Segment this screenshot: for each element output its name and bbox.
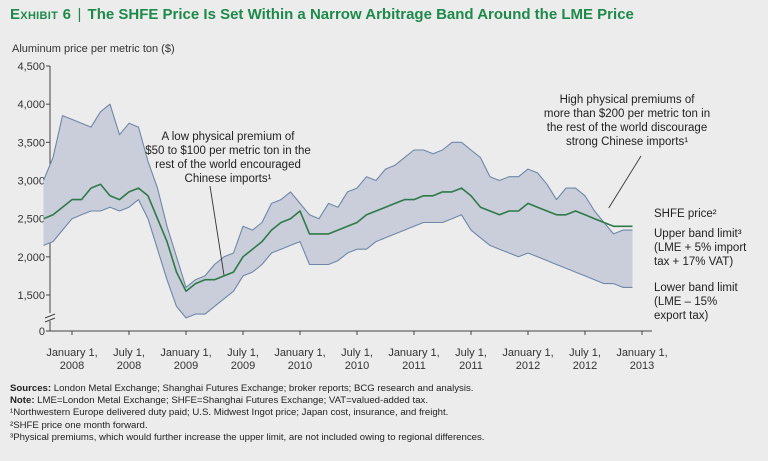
y-tick-label: 2,500 — [17, 214, 45, 226]
x-tick-year: 2010 — [288, 360, 312, 372]
x-tick-label: January 1, — [160, 347, 211, 359]
x-tick-year: 2010 — [345, 360, 369, 372]
annotation-low-premium-line: rest of the world encouraged — [155, 159, 301, 171]
x-tick-label: January 1, — [46, 347, 97, 359]
annotation-high-premium: High physical premiums of more than $200 … — [544, 94, 710, 148]
price-chart: Aluminum price per metric ton ($) 0 1,500… — [12, 43, 747, 372]
footnote-2: ²SHFE price one month forward. — [10, 419, 148, 431]
legend-shfe-price-line: SHFE price² — [654, 208, 717, 220]
title-separator: | — [77, 6, 82, 23]
annotation-low-premium-line: Chinese imports¹ — [185, 173, 272, 185]
annotation-low-premium-line: A low physical premium of — [162, 131, 296, 143]
x-tick-year: 2011 — [402, 360, 426, 372]
x-tick-label: January 1, — [274, 347, 325, 359]
legend-lower-band-line: Lower band limit — [654, 282, 739, 294]
y-axis-label: Aluminum price per metric ton ($) — [12, 43, 175, 55]
legend-upper-band-line: tax + 17% VAT) — [654, 256, 733, 268]
upper-band-line — [42, 103, 633, 288]
legend-shfe-price: SHFE price² — [654, 208, 717, 220]
x-tick-year: 2012 — [573, 360, 597, 372]
footnote-1: ¹Northwestern Europe delivered duty paid… — [10, 407, 449, 419]
x-tick-year: 2008 — [60, 360, 84, 372]
legend-lower-band-line: export tax) — [654, 310, 708, 322]
arbitrage-band — [43, 104, 633, 318]
x-tick-label: July 1, — [455, 347, 487, 359]
x-tick-label: January 1, — [388, 347, 439, 359]
leader-low-premium — [209, 185, 225, 276]
leader-high-premium — [608, 155, 642, 209]
y-tick-label: 4,500 — [17, 61, 45, 73]
exhibit-title: Exhibit 6 | The SHFE Price Is Set Within… — [10, 6, 634, 23]
footnote-3: ³Physical premiums, which would further … — [10, 431, 485, 443]
x-tick-year: 2011 — [459, 360, 483, 372]
y-tick-label: 4,000 — [17, 99, 45, 111]
x-tick-year: 2012 — [516, 360, 540, 372]
lower-band-line — [43, 199, 633, 319]
x-tick-label: July 1, — [227, 347, 259, 359]
annotation-leaders — [209, 155, 642, 276]
y-tick-label: 3,000 — [17, 176, 45, 188]
annotation-high-premium-line: strong Chinese imports¹ — [566, 136, 688, 148]
legend-lower-band-line: (LME – 15% — [654, 296, 717, 308]
title-text: The SHFE Price Is Set Within a Narrow Ar… — [87, 6, 634, 23]
x-tick-label: July 1, — [569, 347, 601, 359]
annotation-high-premium-line: more than $200 per metric ton in — [544, 108, 710, 120]
legend-lower-band: Lower band limit (LME – 15% export tax) — [654, 282, 739, 322]
x-tick-year: 2009 — [174, 360, 198, 372]
annotation-low-premium-line: $50 to $100 per metric ton in the — [145, 145, 311, 157]
y-axis: 0 1,500 2,000 2,500 3,000 3,500 4,000 4,500 — [17, 61, 56, 338]
sources-note: Sources: London Metal Exchange; Shanghai… — [10, 383, 474, 394]
axis-break-icon — [44, 313, 56, 323]
annotation-low-premium: A low physical premium of $50 to $100 per… — [145, 131, 311, 185]
x-tick-label: July 1, — [341, 347, 373, 359]
y-tick-label: 1,500 — [17, 290, 45, 302]
x-tick-label: January 1, — [616, 347, 667, 359]
legend-upper-band: Upper band limit³ (LME + 5% import tax + 1… — [654, 228, 747, 268]
annotation-high-premium-line: High physical premiums of — [560, 94, 696, 106]
x-tick-year: 2009 — [231, 360, 255, 372]
x-tick-label: January 1, — [502, 347, 553, 359]
y-tick-label: 2,000 — [17, 252, 45, 264]
shfe-price-line — [43, 183, 633, 292]
x-tick-year: 2013 — [630, 360, 654, 372]
x-tick-label: July 1, — [113, 347, 145, 359]
footnotes: Sources: London Metal Exchange; Shanghai… — [10, 383, 760, 444]
exhibit-number: Exhibit 6 — [10, 6, 72, 23]
y-tick-label: 3,500 — [17, 137, 45, 149]
series-lines — [42, 103, 633, 319]
abbrev-note: Note: LME=London Metal Exchange; SHFE=Sh… — [10, 395, 429, 407]
y-tick-label: 0 — [39, 326, 45, 338]
annotation-high-premium-line: the rest of the world discourage — [547, 122, 707, 134]
legend-upper-band-line: Upper band limit³ — [654, 228, 742, 240]
annotations: A low physical premium of $50 to $100 per… — [145, 94, 747, 322]
legend-upper-band-line: (LME + 5% import — [654, 242, 747, 254]
x-tick-year: 2008 — [117, 360, 141, 372]
